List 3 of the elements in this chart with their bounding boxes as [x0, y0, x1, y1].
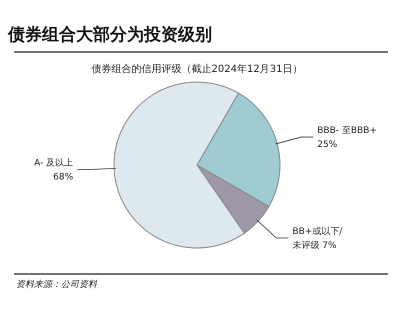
subtitle: 债券组合的信用评级（截止2024年12月31日）	[92, 64, 302, 75]
title: 债券组合大部分为投资级别	[8, 25, 212, 45]
annotation: 资料来源：公司资料	[16, 280, 97, 290]
